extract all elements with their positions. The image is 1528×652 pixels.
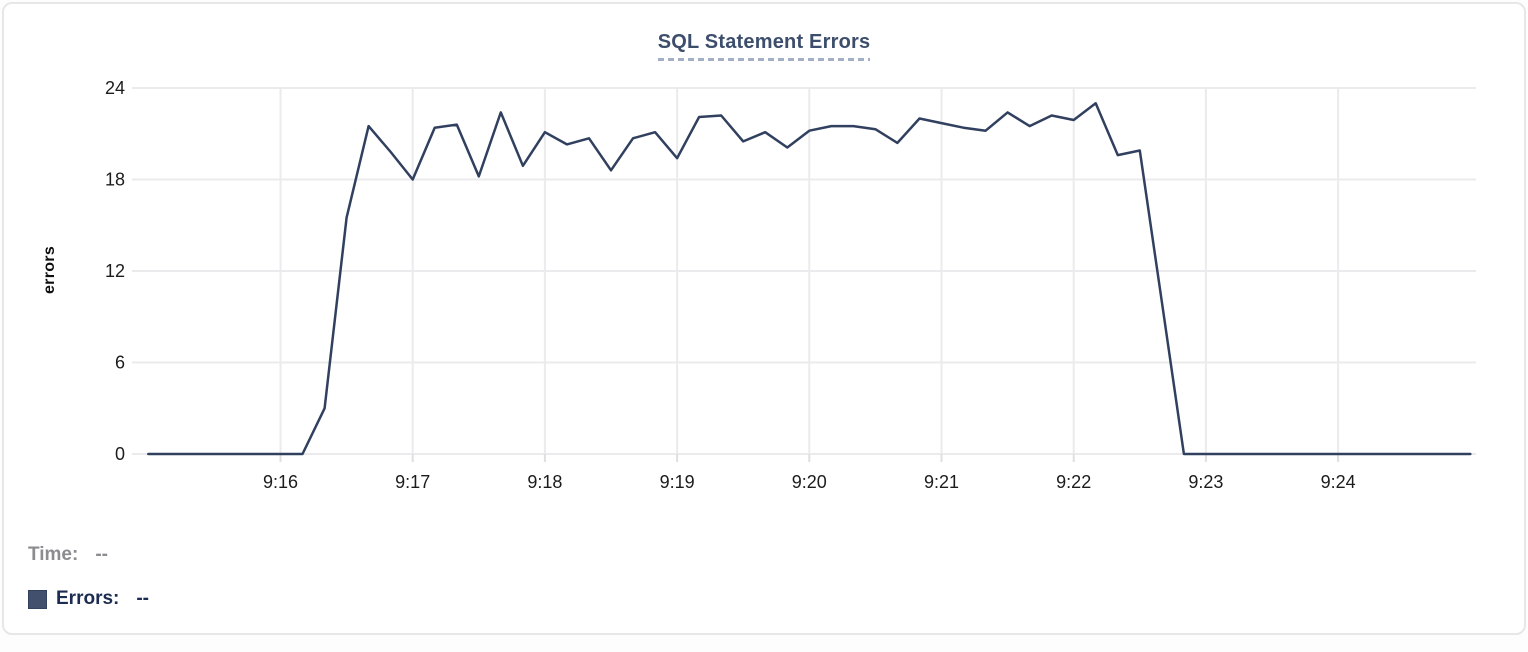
errors-series-swatch	[28, 589, 47, 609]
errors-line-chart[interactable]: 0 6 12 18 24 9:16 9:17 9:18 9:19 9:20 9:21 9:22 9:23…	[4, 4, 1528, 514]
y-tick-label: 18	[105, 170, 125, 190]
legend-time-row: Time: --	[28, 544, 108, 566]
legend-errors-row: Errors: --	[28, 588, 149, 610]
y-tick-label: 6	[115, 353, 125, 373]
x-tick-label: 9:19	[660, 472, 695, 492]
y-axis-title: errors	[41, 245, 58, 295]
legend-time-value: --	[95, 544, 108, 565]
x-tick-label: 9:20	[792, 472, 827, 492]
x-tick-label: 9:21	[924, 472, 959, 492]
x-tick-label: 9:22	[1056, 472, 1091, 492]
legend-errors-value: --	[136, 588, 150, 609]
y-tick-label: 12	[105, 261, 125, 281]
x-tick-label: 9:23	[1188, 472, 1223, 492]
x-tick-label: 9:17	[395, 472, 430, 492]
x-tick-label: 9:16	[263, 472, 298, 492]
y-tick-label: 0	[115, 444, 125, 464]
x-tick-label: 9:18	[527, 472, 562, 492]
y-tick-label: 24	[105, 78, 125, 98]
x-tick-label: 9:24	[1321, 472, 1356, 492]
chart-title-link[interactable]: SQL Statement Errors	[657, 31, 871, 61]
errors-series-line	[147, 102, 1472, 456]
sql-errors-chart-card: SQL Statement Errors 0 6 12 18 24 9:16 9:17 9:1…	[2, 2, 1526, 635]
chart-title-wrap: SQL Statement Errors	[4, 31, 1524, 61]
legend-errors-label: Errors:	[56, 588, 120, 609]
legend-time-label: Time:	[28, 544, 79, 565]
